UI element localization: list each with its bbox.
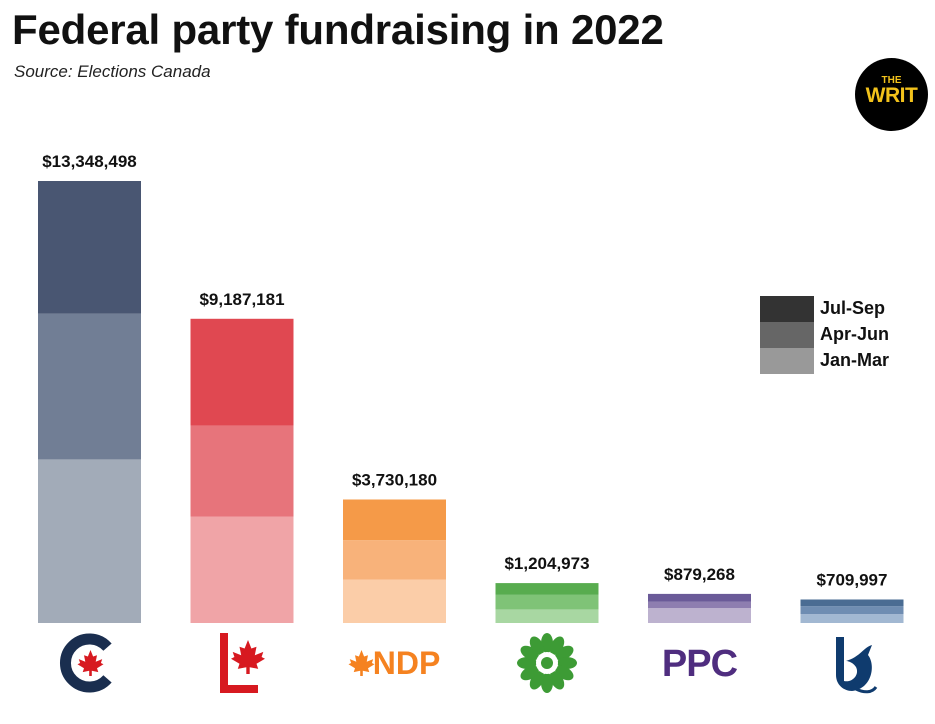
legend-swatch-jan-mar [760, 348, 814, 374]
ndp-logo-text: NDP [373, 645, 441, 681]
bar-segment-ppc-jan-mar [648, 608, 751, 623]
bar-group-ppc: $879,268 [648, 565, 751, 623]
bar-segment-ppc-jul-sep [648, 593, 751, 602]
bar-segment-green-jul-sep [495, 583, 599, 595]
bar-group-liberal: $9,187,181 [190, 290, 294, 623]
bar-group-conservative: $13,348,498 [38, 152, 141, 623]
bar-segment-conservative-apr-jun [38, 313, 141, 460]
bar-segment-ndp-apr-jun [343, 540, 446, 580]
legend-label-jul-sep: Jul-Sep [820, 298, 886, 318]
green-party-logo-icon [517, 633, 577, 693]
bar-segment-liberal-jul-sep [190, 318, 294, 426]
bar-segment-liberal-jan-mar [190, 516, 294, 623]
data-label-total-conservative: $13,348,498 [42, 152, 137, 171]
legend-label-jan-mar: Jan-Mar [820, 350, 890, 370]
bar-segment-green-apr-jun [495, 594, 599, 610]
bar-segment-liberal-apr-jun [190, 425, 294, 517]
the-writ-logo: THE WRIT [855, 58, 928, 131]
bar-group-ndp: $3,730,180 [343, 470, 446, 623]
data-label-total-green: $1,204,973 [504, 554, 589, 573]
conservative-logo-icon [60, 633, 112, 693]
bar-segment-green-jan-mar [495, 609, 599, 623]
chart-source: Source: Elections Canada [14, 62, 211, 81]
data-label-total-liberal: $9,187,181 [199, 290, 284, 309]
bar-segment-bloc-qu-b-cois-apr-jun [800, 606, 904, 615]
logo-text-big: WRIT [865, 84, 918, 107]
bloc-quebecois-logo-icon [836, 637, 878, 694]
bar-segment-bloc-qu-b-cois-jul-sep [800, 599, 904, 607]
bar-group-bloc-qu-b-cois: $709,997 [800, 570, 904, 623]
bar-segment-ppc-apr-jun [648, 601, 751, 609]
bar-segment-ndp-jul-sep [343, 499, 446, 541]
bar-segment-conservative-jan-mar [38, 459, 141, 623]
chart-title: Federal party fundraising in 2022 [12, 6, 664, 53]
legend-item-jan-mar: Jan-Mar [760, 348, 920, 374]
ndp-logo-icon: NDP [348, 645, 441, 681]
legend-item-jul-sep: Jul-Sep [760, 296, 920, 322]
logo-text-small: THE [881, 75, 902, 86]
liberal-logo-icon [220, 633, 265, 693]
data-label-total-ndp: $3,730,180 [352, 470, 437, 489]
ppc-logo-text: PPC [662, 643, 738, 685]
bar-segment-bloc-qu-b-cois-jan-mar [800, 614, 904, 623]
legend-swatch-apr-jun [760, 322, 814, 348]
chart-legend: Jul-Sep Apr-Jun Jan-Mar [760, 296, 920, 374]
bar-segment-conservative-jul-sep [38, 181, 141, 314]
data-label-total-bloc-qu-b-cois: $709,997 [817, 570, 888, 589]
data-label-total-ppc: $879,268 [664, 565, 735, 584]
legend-label-apr-jun: Apr-Jun [820, 324, 889, 344]
legend-item-apr-jun: Apr-Jun [760, 322, 920, 348]
bar-group-green: $1,204,973 [495, 554, 599, 623]
ppc-logo-icon: PPC [662, 643, 739, 685]
bar-segment-ndp-jan-mar [343, 579, 446, 623]
legend-swatch-jul-sep [760, 296, 814, 322]
